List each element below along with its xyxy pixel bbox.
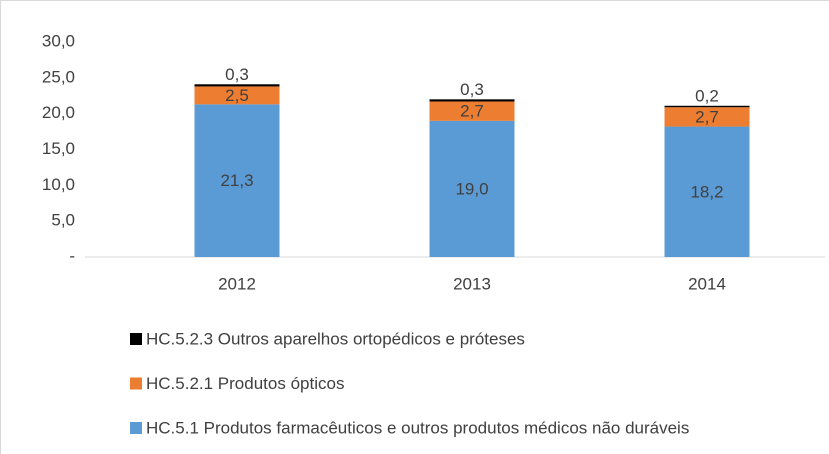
bar-segment (664, 105, 750, 108)
x-tick-label: 2012 (218, 274, 256, 293)
bar-segment (664, 126, 750, 257)
legend-swatch (130, 333, 142, 345)
bar-segment (429, 101, 515, 121)
x-tick-label: 2014 (688, 274, 726, 293)
data-label: 18,2 (690, 182, 723, 201)
y-tick-label: 5,0 (51, 211, 75, 230)
bar-segment (429, 120, 515, 257)
data-label: 2,7 (695, 107, 719, 126)
data-label: 21,3 (220, 171, 253, 190)
bar-segment (664, 107, 750, 127)
x-tick-label: 2013 (453, 274, 491, 293)
y-tick-label: 20,0 (42, 103, 75, 122)
data-label: 2,7 (460, 102, 484, 121)
bar-segment (429, 99, 515, 102)
y-tick-label: 10,0 (42, 175, 75, 194)
bar-segment (194, 84, 280, 87)
legend-label: HC.5.2.3 Outros aparelhos ortopédicos e … (146, 329, 525, 348)
bar-segment (194, 104, 280, 257)
y-tick-label: - (69, 246, 75, 265)
y-tick-label: 30,0 (42, 31, 75, 50)
legend-label: HC.5.2.1 Produtos ópticos (146, 374, 344, 393)
data-label: 0,2 (695, 86, 719, 105)
data-label: 2,5 (225, 86, 249, 105)
data-label: 19,0 (455, 179, 488, 198)
data-label: 0,3 (460, 80, 484, 99)
legend-swatch (130, 377, 142, 390)
y-tick-label: 15,0 (42, 139, 75, 158)
legend-label: HC.5.1 Produtos farmacêuticos e outros p… (146, 418, 689, 437)
bar-segment (194, 86, 280, 105)
y-tick-label: 25,0 (42, 67, 75, 86)
legend-swatch (130, 422, 142, 434)
data-label: 0,3 (225, 65, 249, 84)
